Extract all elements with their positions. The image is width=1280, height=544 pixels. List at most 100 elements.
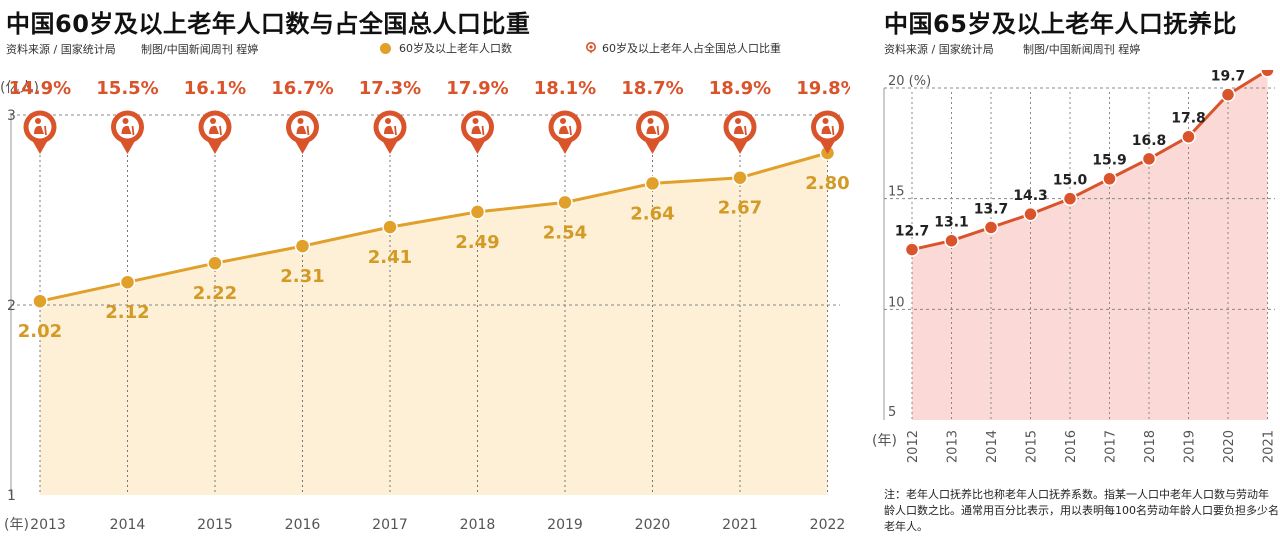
population-line	[39, 151, 828, 303]
dependency-value-label: 15.9	[1092, 153, 1127, 169]
elderly-person-icon	[198, 110, 232, 154]
population-point	[294, 238, 311, 254]
population-value-label: 2.41	[368, 247, 412, 268]
x-tick-label: 2021	[1262, 430, 1277, 463]
right-credit-text: 制图/中国新闻周刊 程婷	[1023, 43, 1141, 56]
elderly-person-icon	[286, 110, 319, 154]
dependency-line	[911, 70, 1269, 252]
left-chart-title: 中国60岁及以上老年人口数与占全国总人口比重	[6, 10, 531, 38]
x-tick-label: 2015	[1025, 430, 1040, 463]
x-tick-label: 2015	[197, 517, 233, 533]
right-chart-title: 中国65岁及以上老年人口抚养比	[884, 10, 1237, 38]
x-unit-label: (年)	[872, 433, 897, 449]
elderly-person-icon	[636, 110, 669, 154]
x-tick-label: 2014	[985, 430, 1000, 463]
dependency-value-label: 12.7	[895, 224, 930, 240]
population-point	[732, 169, 748, 186]
x-tick-label: 2020	[1222, 430, 1237, 463]
x-tick-label: 2016	[1064, 430, 1079, 463]
legend-share-label: 60岁及以上老年人占全国总人口比重	[602, 42, 781, 55]
population-point	[207, 255, 223, 271]
x-tick-label: 2018	[460, 517, 496, 533]
x-tick-label: 2017	[1104, 430, 1119, 463]
x-tick-label: 2019	[547, 517, 583, 533]
left-credit-text: 制图/中国新闻周刊 程婷	[141, 43, 259, 56]
population-area-fill	[40, 153, 828, 495]
elderly-person-icon	[548, 110, 582, 154]
y-tick-label: 20 (%)	[888, 74, 931, 89]
right-source-text: 资料来源 / 国家统计局	[884, 43, 994, 56]
dependency-value-label: 19.7	[1211, 70, 1246, 85]
x-tick-label: 2013	[946, 430, 961, 463]
dependency-value-label: 16.8	[1132, 133, 1167, 149]
dependency-point	[1062, 191, 1078, 206]
share-percent-label: 18.1%	[534, 78, 596, 99]
population-point	[32, 293, 48, 309]
population-value-label: 2.22	[193, 283, 237, 304]
x-tick-label: 2020	[635, 517, 671, 533]
dependency-point	[1023, 206, 1038, 222]
y-unit-label: (亿人)	[0, 80, 39, 96]
left-line-chart: 1 2 3 (亿人) 2.02 2.12 2.22 2.31 2.41 2.49 2.54 2.64 2…	[0, 78, 850, 533]
elderly-person-icon	[461, 110, 494, 154]
y-tick-label: 10	[888, 295, 905, 310]
dependency-value-label: 17.8	[1171, 111, 1206, 127]
dependency-point	[1220, 87, 1236, 102]
legend-share: 60岁及以上老年人占全国总人口比重	[586, 40, 781, 56]
share-percent-label: 16.1%	[184, 78, 246, 99]
dependency-point	[1181, 129, 1196, 144]
x-tick-label: 2016	[285, 517, 321, 533]
dependency-value-label: 13.7	[974, 201, 1009, 217]
population-value-label: 2.64	[630, 203, 674, 224]
share-percent-label: 18.7%	[621, 78, 683, 99]
share-percent-label: 19.8%	[796, 78, 850, 99]
y-tick-label: 5	[888, 405, 896, 420]
x-tick-label: 2022	[810, 517, 846, 533]
share-percent-label: 18.9%	[709, 78, 771, 99]
population-point	[469, 204, 486, 220]
x-tick-label: 2013	[30, 517, 66, 533]
population-value-label: 2.49	[455, 232, 499, 253]
y-tick-label: 1	[7, 488, 16, 504]
population-value-label: 2.12	[105, 302, 149, 323]
share-percent-label: 15.5%	[96, 78, 158, 99]
share-percent-label: 17.9%	[446, 78, 508, 99]
legend-population: 60岁及以上老年人口数	[380, 40, 512, 56]
dependency-value-label: 13.1	[934, 215, 969, 231]
left-source-text: 资料来源 / 国家统计局	[6, 43, 116, 56]
share-percent-label: 16.7%	[271, 78, 333, 99]
share-percent-label: 17.3%	[359, 78, 421, 99]
x-tick-label: 2017	[372, 517, 408, 533]
population-point	[382, 219, 398, 235]
elderly-person-icon	[373, 110, 407, 154]
dependency-point	[904, 242, 920, 257]
dependency-value-label: 14.3	[1013, 188, 1048, 204]
legend-population-marker-icon	[380, 42, 391, 54]
x-tick-label: 2012	[906, 430, 921, 463]
x-unit-label: (年)	[4, 517, 29, 533]
x-tick-label: 2021	[722, 517, 758, 533]
y-tick-label: 3	[7, 108, 16, 124]
elderly-person-icon	[723, 110, 757, 154]
y-tick-label: 2	[7, 298, 16, 314]
elderly-person-icon	[23, 110, 57, 154]
population-value-label: 2.80	[805, 173, 849, 194]
dependency-point	[1102, 171, 1117, 186]
legend-share-pin-icon	[586, 42, 596, 54]
dependency-point	[983, 220, 999, 235]
dependency-point	[1141, 151, 1157, 167]
legend-population-label: 60岁及以上老年人口数	[399, 42, 512, 55]
share-percent-label: 14.9%	[9, 78, 71, 99]
population-point	[119, 274, 136, 290]
population-value-label: 2.31	[280, 266, 324, 287]
x-tick-label: 2014	[110, 517, 146, 533]
population-value-label: 2.67	[718, 198, 762, 219]
elderly-person-icon	[811, 110, 844, 154]
dependency-value-label: 15.0	[1053, 173, 1088, 189]
dependency-area-fill	[912, 70, 1268, 420]
elderly-person-icon	[111, 110, 144, 154]
right-chart-note: 注：老年人口抚养比也称老年人口抚养系数。指某一人口中老年人口数与劳动年龄人口数之…	[884, 488, 1279, 533]
x-tick-label: 2019	[1183, 430, 1198, 463]
dependency-point	[944, 233, 959, 248]
